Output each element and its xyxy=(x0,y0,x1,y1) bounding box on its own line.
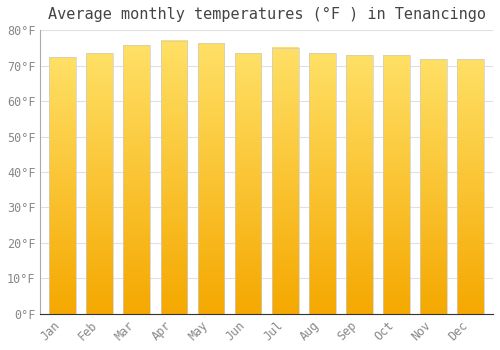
Bar xyxy=(124,46,150,314)
Bar xyxy=(346,55,373,314)
Bar xyxy=(198,43,224,314)
Bar xyxy=(160,41,188,314)
Bar xyxy=(309,53,336,314)
Bar xyxy=(458,59,484,314)
Bar xyxy=(383,55,410,314)
Bar xyxy=(86,53,113,314)
Title: Average monthly temperatures (°F ) in Tenancingo: Average monthly temperatures (°F ) in Te… xyxy=(48,7,486,22)
Bar xyxy=(49,57,76,314)
Bar xyxy=(272,48,298,314)
Bar xyxy=(420,59,447,314)
Bar xyxy=(235,53,262,314)
